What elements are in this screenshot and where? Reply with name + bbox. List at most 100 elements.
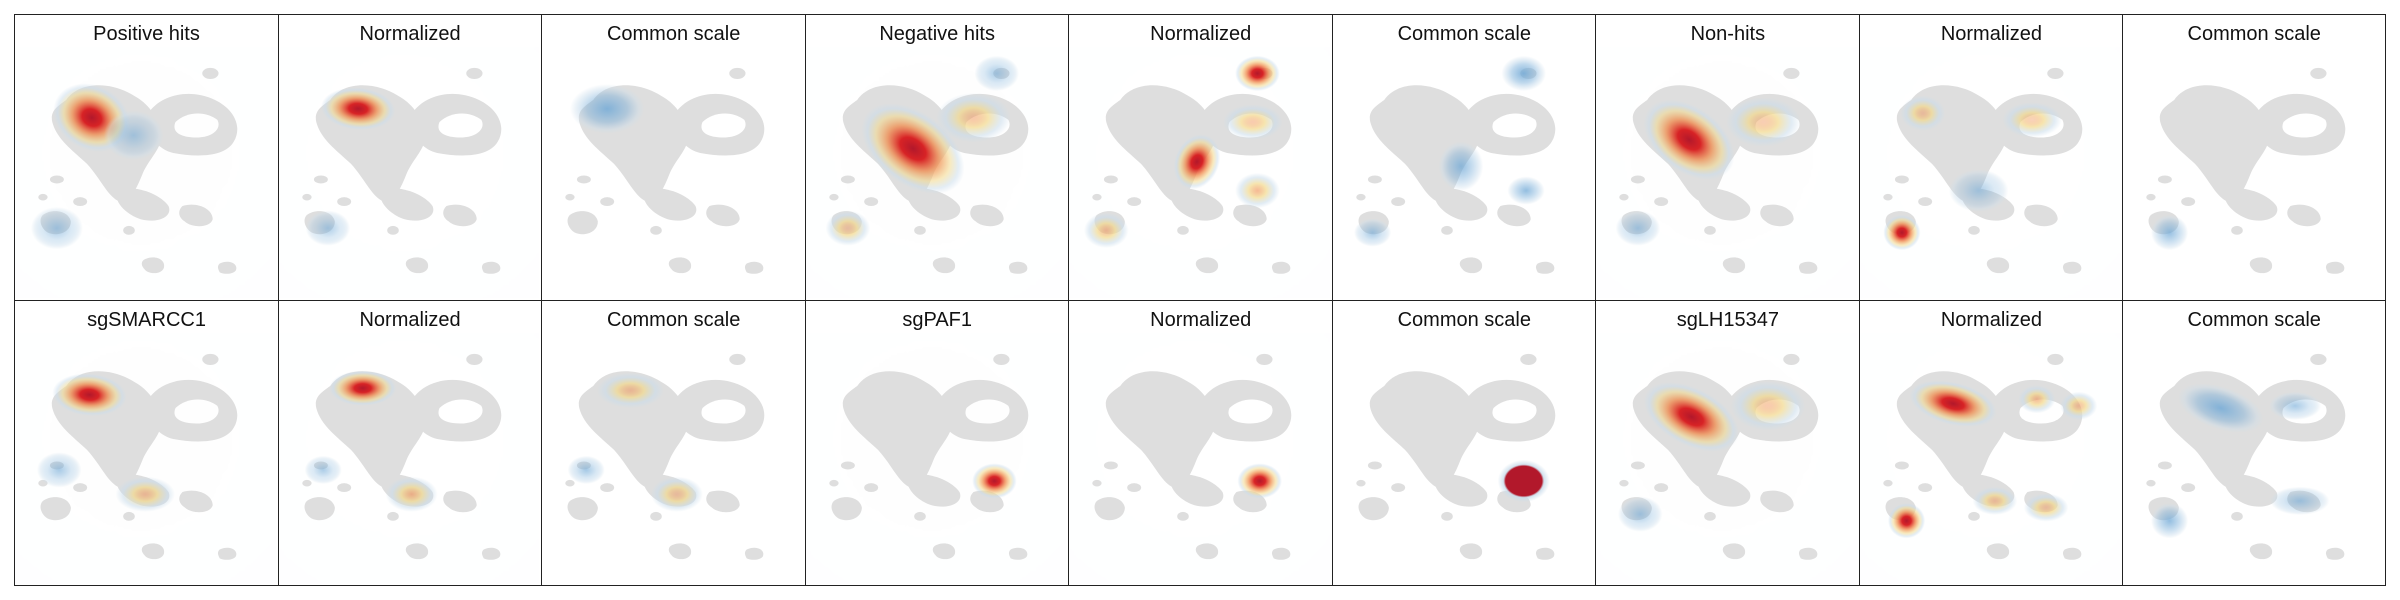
density-hotspot: [974, 55, 1019, 92]
panel-r2-c5: Normalized: [1068, 300, 1334, 586]
umap-cluster: [2062, 547, 2082, 560]
umap-cluster: [729, 353, 746, 365]
umap-density-plot: [300, 67, 505, 278]
umap-cluster: [913, 225, 926, 235]
umap-cluster: [1106, 371, 1217, 488]
umap-cluster: [1196, 543, 1219, 560]
umap-cluster: [1799, 261, 1818, 274]
umap-cluster: [2047, 353, 2064, 365]
panel-r1-c9: Common scale: [2122, 14, 2386, 302]
panel-title: Common scale: [2187, 23, 2321, 45]
umap-cluster: [969, 204, 1004, 227]
density-hotspot: [567, 455, 605, 485]
umap-cluster: [1760, 204, 1795, 227]
umap-cluster: [304, 497, 335, 521]
umap-cluster: [643, 188, 697, 221]
umap-cluster: [1894, 461, 1909, 470]
density-hotspot: [971, 463, 1017, 499]
umap-density-plot: [1354, 353, 1559, 564]
umap-cluster: [1008, 261, 1027, 274]
umap-cluster: [1434, 188, 1488, 221]
umap-cluster: [438, 399, 483, 424]
umap-cluster: [2310, 67, 2327, 79]
umap-cluster: [1358, 497, 1389, 521]
umap-cluster: [1697, 188, 1751, 221]
density-hotspot: [2018, 385, 2056, 414]
umap-cluster: [863, 197, 878, 207]
density-hotspot: [2002, 102, 2062, 138]
umap-density-plot: [300, 353, 505, 564]
umap-cluster: [1094, 497, 1126, 521]
density-hotspot: [52, 373, 127, 417]
density-hotspot: [935, 92, 1011, 143]
density-hotspot: [2178, 383, 2264, 433]
panel-title: Normalized: [1940, 309, 2042, 331]
density-hotspot: [305, 210, 350, 246]
panel-r1-c6: Common scale: [1331, 14, 1597, 302]
density-hotspot: [1173, 134, 1221, 190]
panel-title: Common scale: [1397, 309, 1531, 331]
umap-cluster: [49, 175, 64, 184]
density-hotspot: [2151, 503, 2189, 539]
umap-cluster: [179, 204, 213, 227]
umap-cluster: [1356, 193, 1366, 201]
umap-cluster: [380, 188, 433, 221]
panel-r2-c4: sgPAF1: [804, 300, 1070, 586]
umap-cluster: [405, 543, 428, 560]
panel-r2-c2: Normalized: [277, 300, 543, 586]
umap-cluster: [301, 479, 312, 487]
panel-r2-c7: sgLH15347: [1595, 300, 1861, 586]
umap-cluster: [1704, 225, 1717, 235]
density-hotspot: [1615, 210, 1661, 246]
umap-cluster: [174, 399, 219, 424]
umap-cluster: [567, 211, 598, 235]
umap-cluster: [1986, 257, 2010, 274]
umap-cluster: [992, 353, 1010, 365]
umap-cluster: [842, 371, 953, 488]
umap-cluster: [932, 257, 955, 274]
umap-cluster: [1390, 197, 1405, 207]
umap-cluster: [1127, 197, 1142, 207]
umap-cluster: [1783, 67, 1800, 79]
umap-cluster: [1104, 175, 1119, 184]
umap-cluster: [1723, 257, 1746, 274]
umap-cluster: [840, 175, 855, 184]
umap-density-plot: [1881, 353, 2098, 564]
panel-title: Normalized: [1940, 23, 2042, 45]
umap-cluster: [481, 261, 500, 274]
umap-cluster: [123, 511, 135, 521]
panel-r1-c1: Positive hits: [14, 14, 280, 302]
density-hotspot: [1909, 380, 1997, 427]
panel-r1-c2: Normalized: [277, 14, 543, 302]
umap-cluster: [40, 497, 71, 521]
density-hotspot: [1900, 95, 1946, 131]
density-hotspot: [1084, 212, 1129, 249]
umap-cluster: [1170, 188, 1224, 221]
panel-title: Negative hits: [879, 23, 995, 45]
umap-cluster: [301, 193, 312, 201]
umap-cluster: [1459, 257, 1482, 274]
umap-cluster: [2158, 175, 2173, 184]
umap-density-plot: [1091, 353, 1295, 564]
umap-cluster: [1704, 511, 1717, 521]
umap-density-plot: [2145, 353, 2350, 564]
density-hotspot: [1237, 463, 1283, 499]
umap-cluster: [2181, 483, 2196, 493]
umap-cluster: [907, 474, 960, 507]
figure-grid: Positive hits Normalized Common scale Negat…: [14, 14, 2386, 586]
density-hotspot: [1438, 141, 1484, 191]
umap-cluster: [2326, 547, 2345, 560]
panel-title: Common scale: [1397, 23, 1531, 45]
umap-cluster: [1440, 225, 1453, 235]
umap-cluster: [2146, 479, 2157, 487]
panel-title: Normalized: [1150, 309, 1252, 331]
umap-cluster: [2224, 474, 2278, 507]
umap-cluster: [1233, 204, 1267, 227]
umap-cluster: [442, 490, 477, 513]
density-hotspot: [385, 476, 438, 512]
umap-cluster: [729, 67, 746, 79]
density-hotspot: [1644, 99, 1735, 180]
umap-cluster: [405, 257, 428, 274]
umap-cluster: [202, 353, 219, 365]
umap-density-plot: [30, 67, 241, 278]
